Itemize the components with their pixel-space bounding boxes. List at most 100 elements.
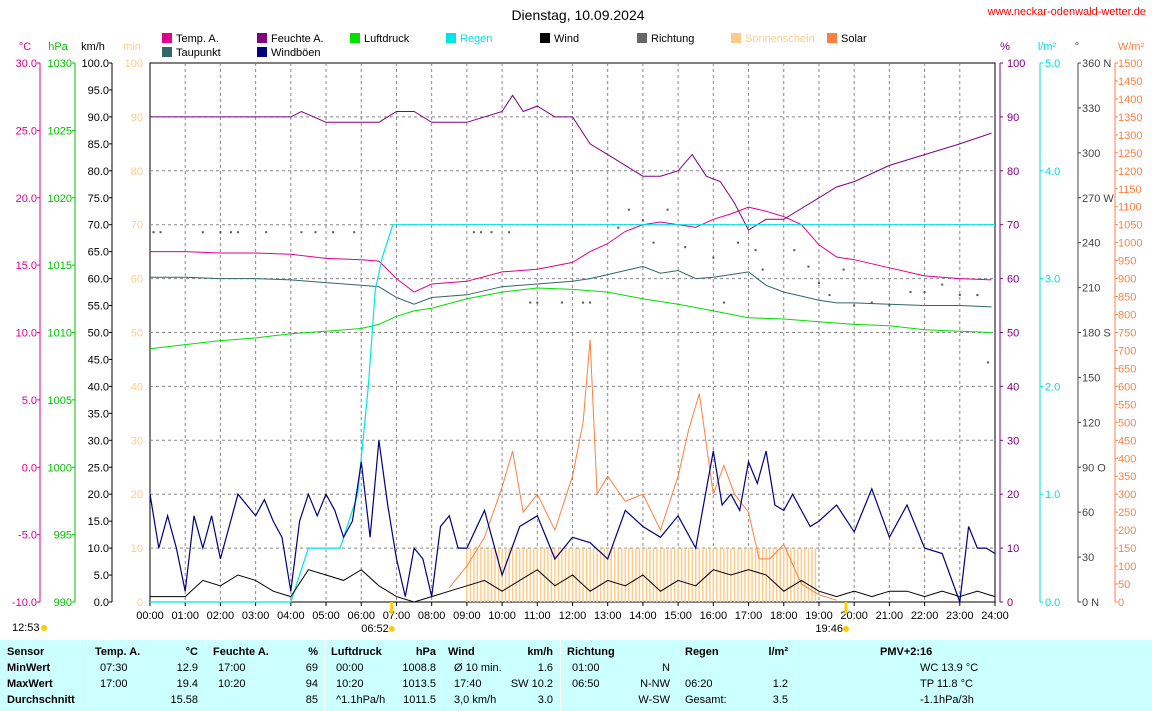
table-header: hPa <box>415 646 436 658</box>
legend-label: Luftdruck <box>364 33 410 45</box>
x-tick-label: 06:00 <box>347 610 375 622</box>
direction-tick-label: 60 <box>1082 507 1094 519</box>
solar-tick-label: 850 <box>1118 292 1136 304</box>
direction-tick-label: 120 <box>1082 417 1100 429</box>
legend-label: Wind <box>554 33 579 45</box>
direction-dot <box>589 301 592 304</box>
sunrise-dot <box>388 626 395 632</box>
wind-tick-label: 20.0 <box>88 489 109 501</box>
series-luftdruck <box>149 287 992 350</box>
temp-tick-label: 25.0 <box>16 125 37 137</box>
sunshine-tick-label: 0 <box>137 597 143 609</box>
solar-tick-label: 500 <box>1118 417 1136 429</box>
x-tick-label: 02:00 <box>207 610 235 622</box>
humidity-tick-label: 80 <box>1007 166 1019 178</box>
sunshine-tick-label: 90 <box>131 112 143 124</box>
cell-hum-time: 17:00 <box>218 662 246 674</box>
direction-dot <box>923 291 926 294</box>
direction-dot <box>684 246 687 249</box>
table-header: Feuchte A. <box>213 646 269 658</box>
cell-temp-value: 19.4 <box>176 678 198 690</box>
rain-tick-label: 1.0 <box>1045 489 1060 501</box>
rain-tick-label: 2.0 <box>1045 381 1060 393</box>
table-divider <box>441 640 442 711</box>
legend-label: Solar <box>841 33 867 45</box>
stats-table: Sensor Temp. A. °C Feuchte A.% Luftdruck hPa W… <box>0 640 1152 711</box>
direction-dot <box>201 231 204 234</box>
cell-pres-time: ^1.1hPa/h <box>336 694 386 706</box>
pressure-tick-label: 1015 <box>48 260 72 272</box>
direction-dot <box>508 231 511 234</box>
temp-tick-label: 15.0 <box>16 260 37 272</box>
sunset-dot <box>842 626 849 632</box>
pressure-tick-label: 1020 <box>48 193 72 205</box>
cell-pres-time: 10:20 <box>336 678 364 690</box>
direction-dot <box>909 291 912 294</box>
grid <box>149 62 996 603</box>
series-feuchte-a- <box>150 94 992 231</box>
direction-dot <box>353 231 356 234</box>
wind-tick-label: 30.0 <box>88 435 109 447</box>
x-tick-label: 22:00 <box>911 610 939 622</box>
table-divider <box>560 640 561 711</box>
solar-tick-label: 1450 <box>1118 76 1142 88</box>
direction-dot <box>986 361 989 364</box>
cell-hum-time: 10:20 <box>218 678 246 690</box>
axes: 30.025.020.015.010.05.00.0-5.0-10.010301… <box>12 58 1143 622</box>
direction-dot <box>870 301 873 304</box>
cell-pres-value: 1013.5 <box>402 678 436 690</box>
cell-pres-value: 1011.5 <box>403 694 436 706</box>
cell-pmv: WC 13.9 °C <box>920 662 979 674</box>
site-link[interactable]: www.neckar-odenwald-wetter.de <box>987 6 1146 18</box>
x-tick-label: 18:00 <box>770 610 798 622</box>
cell-dir-value: N-NW <box>640 678 670 690</box>
legend-swatch <box>637 33 647 43</box>
wind-tick-label: 5.0 <box>94 570 109 582</box>
table-header: °C <box>185 646 198 658</box>
wind-tick-label: 35.0 <box>88 408 109 420</box>
cell-hum-value: 94 <box>305 678 318 690</box>
solar-tick-label: 450 <box>1118 435 1136 447</box>
solar-tick-label: 900 <box>1118 274 1136 286</box>
direction-dot <box>941 283 944 286</box>
direction-dot <box>229 231 232 234</box>
rain-tick-label: 4.0 <box>1045 166 1060 178</box>
direction-dot <box>490 231 493 234</box>
direction-dot <box>300 231 303 234</box>
table-header: % <box>308 646 318 658</box>
direction-dot <box>617 226 620 229</box>
direction-dot <box>332 231 335 234</box>
x-tick-label: 04:00 <box>277 610 305 622</box>
cell-hum-value: 85 <box>305 694 318 706</box>
direction-dot <box>219 231 222 234</box>
temp-tick-label: 20.0 <box>16 193 37 205</box>
table-header: km/h <box>527 646 553 658</box>
x-tick-label: 08:00 <box>418 610 446 622</box>
legend-swatch <box>162 33 172 43</box>
solar-tick-label: 1000 <box>1118 238 1142 250</box>
cell-dir-value: N <box>662 662 670 674</box>
rain-tick-label: 5.0 <box>1045 58 1060 70</box>
pressure-tick-label: 995 <box>54 530 72 542</box>
series-windb-en <box>149 440 996 603</box>
solar-tick-label: 600 <box>1118 381 1136 393</box>
direction-dot <box>888 304 891 307</box>
temp-tick-label: -10.0 <box>12 597 37 609</box>
legend-label: Regen <box>460 33 492 45</box>
direction-dot <box>958 294 961 297</box>
direction-dot <box>722 301 725 304</box>
cell-wind-time: 3,0 km/h <box>454 694 497 706</box>
sun-markers: 06:52 19:46 12:53 <box>12 602 849 635</box>
direction-dot <box>736 241 739 244</box>
sunshine-tick-label: 10 <box>131 543 143 555</box>
x-tick-label: 23:00 <box>946 610 974 622</box>
humidity-tick-label: 90 <box>1007 112 1019 124</box>
series-solar <box>448 339 837 601</box>
direction-tick-label: 30 <box>1082 552 1094 564</box>
x-tick-label: 14:00 <box>629 610 657 622</box>
x-tick-label: 01:00 <box>171 610 199 622</box>
direction-dot <box>793 249 796 252</box>
wind-tick-label: 70.0 <box>88 220 109 232</box>
legend-swatch <box>827 33 837 43</box>
humidity-tick-label: 70 <box>1007 220 1019 232</box>
